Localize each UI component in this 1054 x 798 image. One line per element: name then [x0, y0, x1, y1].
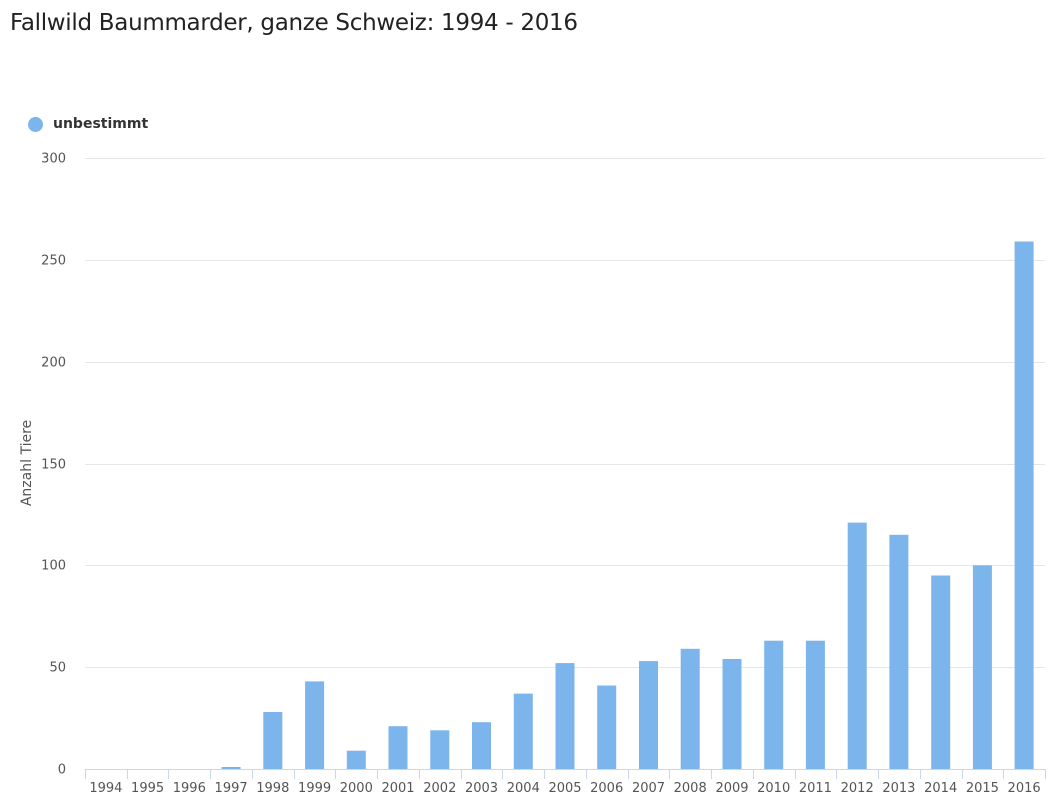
x-tick-label: 2000 [340, 781, 373, 796]
bar-2002[interactable] [430, 730, 450, 769]
bar-1999[interactable] [305, 681, 325, 769]
y-tick-label: 250 [41, 254, 66, 269]
legend[interactable]: unbestimmt [28, 116, 148, 132]
x-tick-label: 2015 [966, 781, 999, 796]
bar-2011[interactable] [805, 640, 825, 769]
y-tick-label: 50 [49, 661, 66, 676]
bar-2012[interactable] [847, 522, 867, 769]
bar-2001[interactable] [388, 726, 408, 769]
y-tick-label: 150 [41, 458, 66, 473]
x-tick-label: 1997 [215, 781, 248, 796]
chart-title: Fallwild Baummarder, ganze Schweiz: 1994… [10, 10, 578, 36]
bar-1997[interactable] [221, 767, 241, 769]
x-tick-label: 2013 [882, 781, 915, 796]
y-tick-label: 0 [58, 763, 66, 778]
x-tick-label: 2003 [465, 781, 498, 796]
legend-marker-icon [28, 116, 43, 132]
x-tick-label: 2016 [1008, 781, 1041, 796]
bar-2006[interactable] [597, 685, 617, 770]
bar-2016[interactable] [1014, 241, 1034, 770]
x-tick-label: 2014 [924, 781, 957, 796]
x-tick-label: 2001 [381, 781, 414, 796]
bar-2013[interactable] [889, 534, 909, 769]
legend-label: unbestimmt [53, 116, 149, 132]
x-tick-label: 2002 [423, 781, 456, 796]
x-axis: 1994 1995 1996 1997 1998 1999 2000 2001 2002 2003… [85, 769, 1046, 796]
x-tick-label: 1994 [89, 781, 122, 796]
x-tick-label: 2005 [548, 781, 581, 796]
x-tick-label: 2011 [799, 781, 832, 796]
bar-2009[interactable] [722, 659, 742, 769]
y-tick-label: 100 [41, 559, 66, 574]
y-axis: 0 50 100 150 200 250 300 [41, 152, 66, 778]
bar-2000[interactable] [346, 750, 366, 769]
x-tick-label: 2004 [507, 781, 540, 796]
bar-2014[interactable] [931, 575, 951, 770]
bars [221, 241, 1034, 770]
x-tick-label: 1998 [256, 781, 289, 796]
bar-2007[interactable] [639, 661, 658, 769]
x-tick-label: 2007 [632, 781, 665, 796]
x-tick-label: 1999 [298, 781, 331, 796]
y-tick-label: 200 [41, 356, 66, 371]
x-tick-label: 2012 [841, 781, 874, 796]
bar-1998[interactable] [263, 712, 283, 769]
x-tick-label: 1996 [173, 781, 206, 796]
grid-lines [85, 158, 1045, 668]
x-tick-label: 1995 [131, 781, 164, 796]
bar-2015[interactable] [972, 565, 992, 769]
x-tick-label: 2009 [715, 781, 748, 796]
x-tick-label: 2010 [757, 781, 790, 796]
y-tick-label: 300 [41, 152, 66, 167]
bar-2003[interactable] [472, 722, 491, 769]
bar-2004[interactable] [513, 693, 533, 769]
y-axis-label: Anzahl Tiere [19, 420, 35, 506]
bar-2010[interactable] [764, 640, 784, 769]
x-tick-label: 2008 [674, 781, 707, 796]
x-tick-label: 2006 [590, 781, 623, 796]
bar-2005[interactable] [555, 663, 575, 769]
bar-2008[interactable] [680, 648, 700, 769]
